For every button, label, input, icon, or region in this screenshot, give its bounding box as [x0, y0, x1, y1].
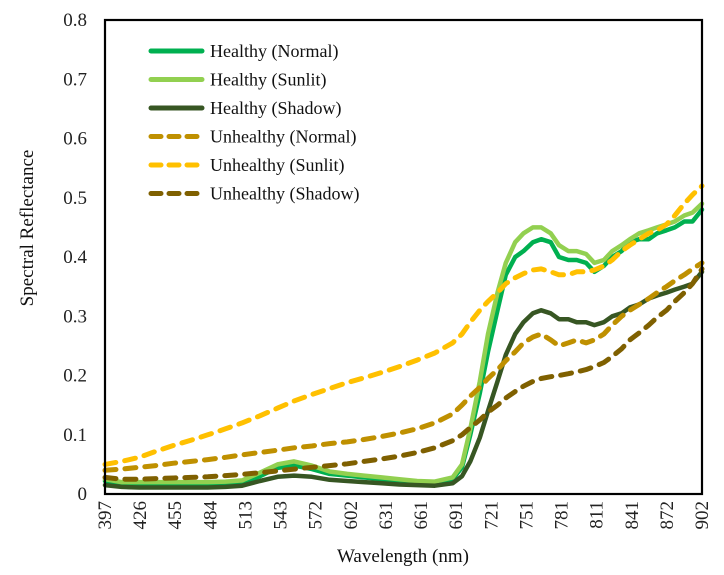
x-tick-label: 811 — [587, 501, 608, 529]
y-tick-label: 0.2 — [63, 366, 87, 387]
x-tick-label: 691 — [446, 501, 467, 530]
series-line-unhealthy-shadow — [102, 266, 705, 482]
legend-item-unhealthy-normal: Unhealthy (Normal) — [148, 127, 356, 148]
series-line-healthy-normal — [102, 207, 705, 487]
x-tick-label: 455 — [165, 501, 186, 530]
x-tick-label: 426 — [130, 501, 151, 530]
y-tick-label: 0.5 — [63, 188, 87, 209]
y-tick-label: 0.3 — [63, 306, 87, 327]
x-tick-label: 513 — [236, 501, 257, 530]
x-tick-label: 631 — [376, 501, 397, 530]
legend-label: Healthy (Normal) — [210, 41, 338, 62]
y-tick-label: 0.7 — [63, 69, 87, 90]
x-tick-label: 841 — [622, 501, 643, 530]
y-tick-label: 0.8 — [63, 10, 87, 31]
legend-item-healthy-normal: Healthy (Normal) — [148, 41, 338, 62]
x-tick-label: 661 — [411, 501, 432, 530]
legend-label: Healthy (Sunlit) — [210, 70, 326, 91]
x-tick-label: 751 — [516, 501, 537, 530]
y-tick-label: 0.4 — [63, 247, 87, 268]
x-tick-label: 902 — [692, 501, 713, 530]
legend-item-unhealthy-shadow: Unhealthy (Shadow) — [148, 184, 359, 205]
legend-item-healthy-sunlit: Healthy (Sunlit) — [148, 70, 326, 91]
plot-frame — [103, 18, 704, 496]
x-axis-title: Wavelength (nm) — [337, 546, 469, 567]
x-tick-label: 602 — [341, 501, 362, 530]
x-tick-label: 484 — [200, 501, 221, 530]
series-line-unhealthy-sunlit — [102, 183, 705, 467]
x-tick-label: 781 — [552, 501, 573, 530]
y-tick-labels: 0 0.1 0.2 0.3 0.4 0.5 0.6 0.7 0.8 — [63, 10, 87, 505]
series-line-unhealthy-normal — [102, 260, 705, 473]
legend: Healthy (Normal) Healthy (Sunlit) Healthy … — [148, 41, 359, 205]
x-tick-label: 572 — [306, 501, 327, 530]
y-tick-label: 0.6 — [63, 129, 87, 150]
y-tick-label: 0 — [78, 484, 88, 505]
x-tick-label: 721 — [481, 501, 502, 530]
series-layer — [102, 183, 705, 490]
legend-item-healthy-shadow: Healthy (Shadow) — [148, 98, 341, 119]
x-tick-labels: 397 426 455 484 513 543 572 602 631 661 691 721 751 7… — [95, 501, 713, 530]
legend-item-unhealthy-sunlit: Unhealthy (Sunlit) — [148, 155, 344, 176]
y-tick-label: 0.1 — [63, 425, 87, 446]
legend-label: Healthy (Shadow) — [210, 98, 341, 119]
x-tick-label: 397 — [95, 501, 116, 530]
legend-label: Unhealthy (Sunlit) — [210, 155, 344, 176]
x-tick-label: 872 — [657, 501, 678, 530]
legend-label: Unhealthy (Shadow) — [210, 184, 359, 205]
legend-label: Unhealthy (Normal) — [210, 127, 356, 148]
y-axis-title: Spectral Reflectance — [17, 150, 38, 307]
series-line-healthy-sunlit — [102, 201, 705, 485]
x-tick-label: 543 — [271, 501, 292, 530]
